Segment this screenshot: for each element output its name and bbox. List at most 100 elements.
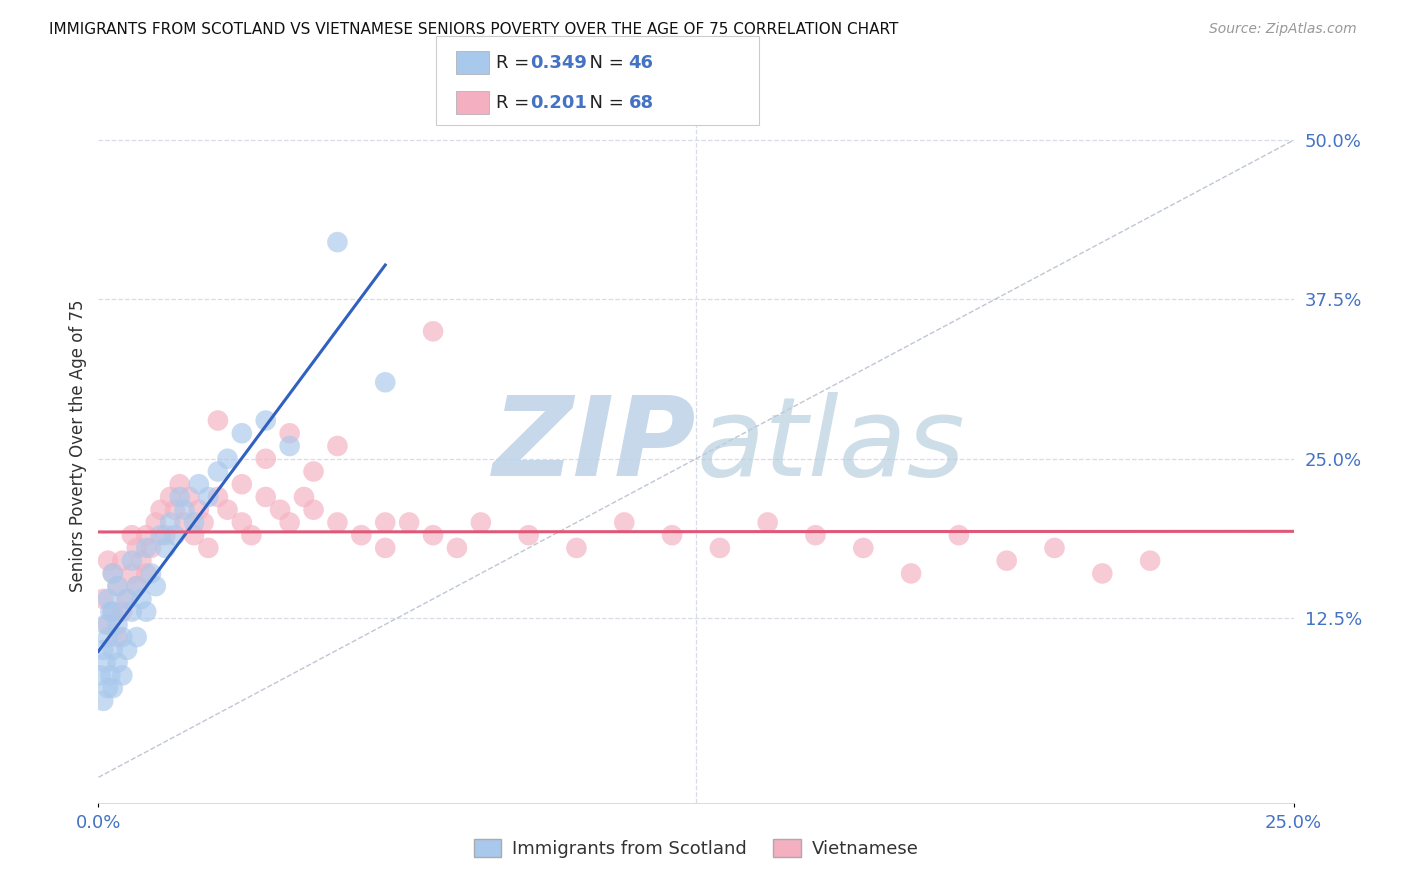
Point (101, 566, 124, 581)
Point (155, 528, 177, 542)
Point (90, 668, 112, 682)
Point (900, 566, 922, 581)
Point (254, 413, 277, 427)
Point (217, 451, 239, 466)
Point (661, 528, 683, 542)
Point (422, 324, 444, 338)
Point (278, 516, 301, 530)
Point (173, 516, 195, 530)
Point (107, 630, 129, 644)
Point (139, 566, 162, 581)
Point (231, 477, 253, 491)
Point (163, 502, 186, 516)
Point (207, 465, 229, 479)
Point (302, 502, 325, 516)
Point (163, 528, 186, 542)
Point (197, 490, 219, 504)
Text: atlas: atlas (696, 392, 965, 500)
Point (121, 566, 143, 581)
Point (173, 502, 195, 516)
Point (111, 630, 134, 644)
Point (169, 477, 191, 491)
Point (125, 579, 148, 593)
Point (470, 516, 492, 530)
Point (135, 566, 157, 581)
Point (756, 516, 779, 530)
Point (101, 643, 124, 657)
Point (197, 541, 219, 555)
Point (948, 528, 970, 542)
Point (240, 528, 263, 542)
Point (131, 591, 153, 606)
Point (115, 643, 138, 657)
Point (254, 451, 277, 466)
Point (804, 528, 827, 542)
Point (149, 502, 172, 516)
Point (139, 541, 162, 555)
Point (91, 694, 114, 708)
Point (97, 617, 120, 632)
Point (1043, 541, 1066, 555)
Point (121, 554, 143, 568)
Point (131, 554, 153, 568)
Point (254, 490, 277, 504)
Point (94, 656, 117, 670)
Point (398, 516, 420, 530)
Point (374, 376, 396, 390)
Point (231, 516, 253, 530)
Point (111, 605, 134, 619)
Point (115, 591, 138, 606)
Point (101, 605, 124, 619)
Point (135, 605, 157, 619)
Point (107, 656, 129, 670)
Point (107, 617, 129, 632)
Point (125, 579, 148, 593)
Point (446, 541, 468, 555)
Point (350, 528, 373, 542)
Point (422, 528, 444, 542)
Point (115, 591, 138, 606)
Point (302, 465, 325, 479)
Text: Source: ZipAtlas.com: Source: ZipAtlas.com (1209, 22, 1357, 37)
Point (326, 516, 349, 530)
Point (101, 681, 124, 695)
Text: N =: N = (578, 94, 630, 112)
Point (709, 541, 731, 555)
Point (135, 541, 157, 555)
Point (517, 528, 540, 542)
Point (98, 668, 122, 682)
Point (207, 490, 229, 504)
Point (111, 668, 134, 682)
Point (852, 541, 875, 555)
Y-axis label: Seniors Poverty Over the Age of 75: Seniors Poverty Over the Age of 75 (69, 300, 87, 592)
Point (94, 617, 117, 632)
Point (217, 502, 239, 516)
Point (326, 235, 349, 249)
Point (98, 605, 122, 619)
Point (565, 541, 588, 555)
Point (125, 541, 148, 555)
Point (135, 528, 157, 542)
Point (145, 579, 167, 593)
Point (292, 490, 315, 504)
Point (107, 579, 129, 593)
Text: ZIP: ZIP (492, 392, 696, 500)
Point (125, 630, 148, 644)
Point (278, 439, 301, 453)
Point (97, 554, 120, 568)
Point (183, 528, 205, 542)
Point (159, 490, 181, 504)
Point (97, 591, 120, 606)
Point (155, 541, 177, 555)
Point (91, 643, 114, 657)
Point (159, 516, 181, 530)
Point (121, 528, 143, 542)
Point (97, 681, 120, 695)
Point (231, 426, 253, 441)
Point (91, 591, 114, 606)
Text: 68: 68 (628, 94, 654, 112)
Point (326, 439, 349, 453)
Point (1139, 554, 1161, 568)
Text: R =: R = (496, 54, 536, 71)
Point (145, 516, 167, 530)
